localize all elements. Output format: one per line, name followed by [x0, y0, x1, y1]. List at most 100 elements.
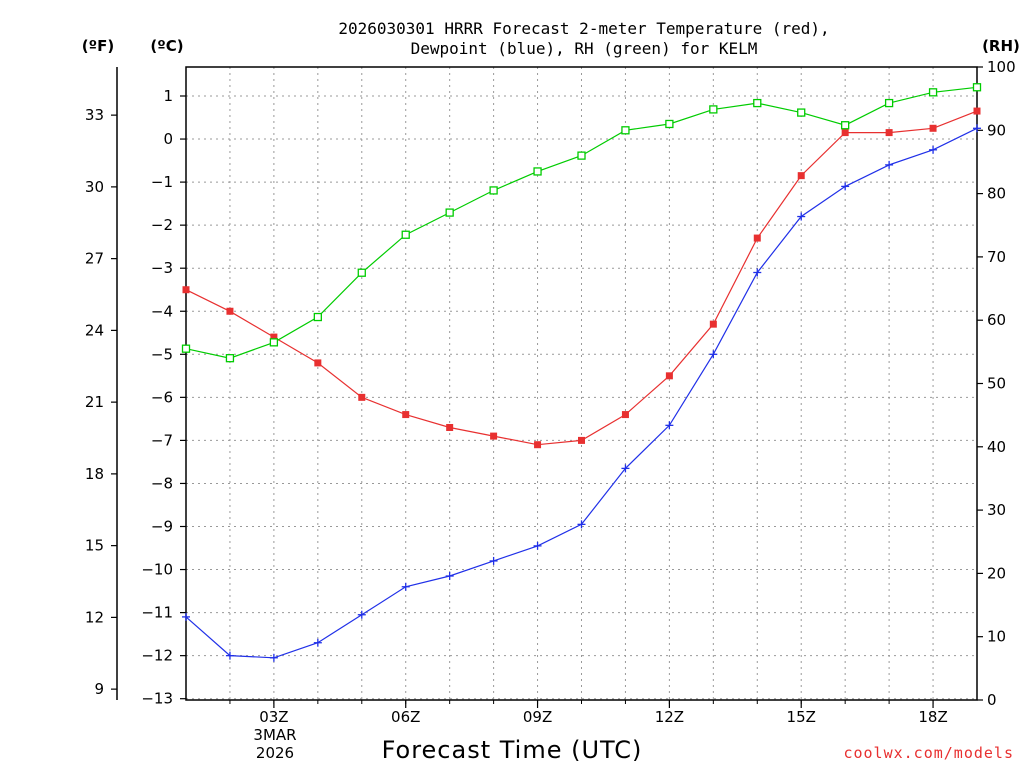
dewpoint-point [445, 572, 454, 581]
celsius-tick-label: −1 [151, 173, 173, 191]
data-series [181, 83, 982, 662]
x-tick-label: 15Z [787, 708, 816, 726]
temperature-point [358, 393, 366, 401]
x-tick-label: 09Z [523, 708, 552, 726]
fahrenheit-tick-label: 12 [85, 608, 104, 626]
fahrenheit-tick-label: 15 [85, 537, 104, 555]
celsius-tick-label: −3 [151, 259, 173, 277]
x-tick-label: 18Z [918, 708, 947, 726]
dewpoint-point [885, 160, 894, 169]
rh-tick-label: 80 [987, 185, 1006, 203]
temperature-point [665, 372, 673, 380]
rh-point [797, 108, 806, 117]
rh-point [884, 98, 894, 108]
dewpoint-point [665, 421, 674, 430]
rh-point [577, 151, 586, 160]
dewpoint-point [533, 541, 542, 550]
x-tick-label: 12Z [655, 708, 684, 726]
rh-tick-label: 10 [987, 628, 1006, 646]
rh-tick-label: 60 [987, 311, 1006, 329]
temperature-point [446, 423, 454, 431]
rh-point [665, 119, 674, 129]
fahrenheit-tick-label: 24 [85, 321, 104, 339]
celsius-tick-label: −4 [151, 302, 173, 320]
temperature-point [621, 411, 629, 419]
rh-point [928, 88, 938, 97]
dewpoint-point [489, 556, 498, 565]
fahrenheit-tick-label: 9 [94, 680, 104, 698]
dewpoint-point [357, 610, 366, 619]
rh-point [181, 344, 191, 353]
x-axis-label: Forecast Time (UTC) [382, 736, 643, 764]
rh-point [489, 186, 498, 195]
fahrenheit-tick-label: 33 [85, 106, 104, 124]
fahrenheit-tick-label: 27 [85, 250, 104, 268]
dewpoint-point [577, 520, 586, 529]
rh-tick-label: 40 [987, 438, 1006, 456]
dewpoint-point [621, 464, 630, 473]
dewpoint-point [709, 350, 718, 359]
rh-tick-label: 20 [987, 564, 1006, 582]
x-tick-label: 03Z [259, 708, 288, 726]
rh-point [841, 121, 850, 130]
celsius-tick-label: −2 [151, 216, 173, 234]
celsius-unit-label: (ºC) [150, 37, 183, 55]
rh-tick-label: 90 [987, 121, 1006, 139]
temperature-point [226, 307, 234, 315]
dewpoint-point [182, 612, 190, 621]
rh-point [533, 167, 542, 176]
temperature-point [314, 359, 322, 367]
rh-point [313, 312, 322, 322]
x-tick-label: 06Z [391, 708, 420, 726]
dewpoint-point [313, 638, 322, 647]
rh-tick-label: 30 [987, 501, 1006, 519]
celsius-tick-label: −13 [141, 690, 173, 708]
tick-labels: 3330272421181512910−1−2−3−4−5−6−7−8−9−10… [85, 58, 1016, 726]
credit-label: coolwx.com/models [843, 744, 1014, 762]
temperature-point [885, 129, 893, 137]
rh-point [445, 208, 454, 217]
date-label-month: 3MAR [253, 726, 296, 744]
rh-tick-label: 100 [987, 58, 1016, 76]
dewpoint-point [929, 145, 938, 154]
dewpoint-point [225, 651, 234, 660]
axes [111, 66, 983, 708]
temperature-point [182, 286, 190, 294]
celsius-tick-label: −6 [151, 388, 173, 406]
dewpoint-point [269, 653, 278, 662]
dewpoint-point [797, 212, 806, 221]
celsius-tick-label: −11 [141, 604, 173, 622]
dewpoint-point [753, 268, 762, 277]
temperature-point [402, 411, 410, 419]
rh-point [753, 98, 762, 108]
rh-unit-label: (RH) [982, 37, 1020, 55]
title-line-1: 2026030301 HRRR Forecast 2-meter Tempera… [338, 19, 829, 38]
dewpoint-point [973, 124, 981, 133]
temperature-point [709, 320, 717, 328]
date-label-year: 2026 [256, 744, 294, 762]
fahrenheit-tick-label: 21 [85, 393, 104, 411]
fahrenheit-tick-label: 30 [85, 178, 104, 196]
rh-point [709, 105, 718, 114]
celsius-tick-label: 1 [163, 87, 173, 105]
celsius-tick-label: 0 [163, 130, 173, 148]
temperature-point [841, 129, 849, 137]
celsius-tick-label: −8 [151, 474, 173, 492]
rh-point [357, 268, 366, 277]
temperature-point [973, 107, 981, 115]
fahrenheit-tick-label: 18 [85, 465, 104, 483]
rh-point [225, 354, 235, 363]
celsius-tick-label: −5 [151, 345, 173, 363]
celsius-tick-label: −10 [141, 561, 173, 579]
title-line-2: Dewpoint (blue), RH (green) for KELM [411, 39, 758, 58]
temperature-point [929, 124, 937, 132]
temperature-point [797, 172, 805, 180]
celsius-tick-label: −7 [151, 431, 173, 449]
rh-tick-label: 70 [987, 248, 1006, 266]
grid-lines [186, 67, 977, 700]
dewpoint-point [401, 582, 410, 591]
temperature-point [753, 234, 761, 242]
celsius-tick-label: −12 [141, 647, 173, 665]
temperature-point [270, 333, 278, 341]
